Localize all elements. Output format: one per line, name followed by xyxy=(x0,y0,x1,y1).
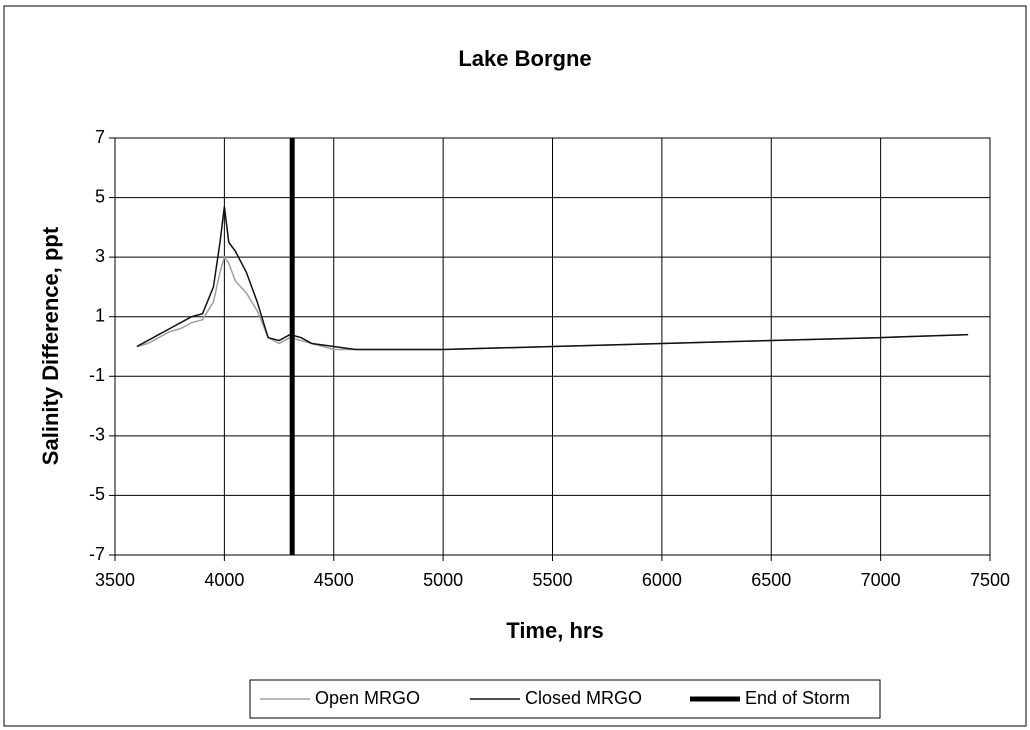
x-tick-label: 4000 xyxy=(204,570,244,590)
y-tick-label: -7 xyxy=(89,544,105,564)
legend-box xyxy=(249,679,881,719)
y-tick-label: 1 xyxy=(95,305,105,325)
y-tick-label: 3 xyxy=(95,246,105,266)
x-tick-label: 7500 xyxy=(970,570,1010,590)
x-tick-label: 6000 xyxy=(642,570,682,590)
y-tick-label: 5 xyxy=(95,186,105,206)
chart-title: Lake Borgne xyxy=(458,46,591,71)
x-axis-label: Time, hrs xyxy=(506,618,603,643)
series-line xyxy=(136,206,969,351)
x-tick-label: 5000 xyxy=(423,570,463,590)
y-tick-label: -3 xyxy=(89,425,105,445)
x-tick-label: 5500 xyxy=(532,570,572,590)
y-axis-label: Salinity Difference, ppt xyxy=(38,226,63,465)
y-tick-label: 7 xyxy=(95,127,105,147)
x-tick-label: 7000 xyxy=(861,570,901,590)
legend-label: Closed MRGO xyxy=(525,688,642,708)
y-tick-label: -5 xyxy=(89,484,105,504)
x-tick-label: 6500 xyxy=(751,570,791,590)
y-tick-label: -1 xyxy=(89,365,105,385)
x-tick-label: 4500 xyxy=(314,570,354,590)
legend-label: Open MRGO xyxy=(315,688,420,708)
legend-label: End of Storm xyxy=(745,688,850,708)
chart-border xyxy=(3,5,1027,727)
x-tick-label: 3500 xyxy=(95,570,135,590)
